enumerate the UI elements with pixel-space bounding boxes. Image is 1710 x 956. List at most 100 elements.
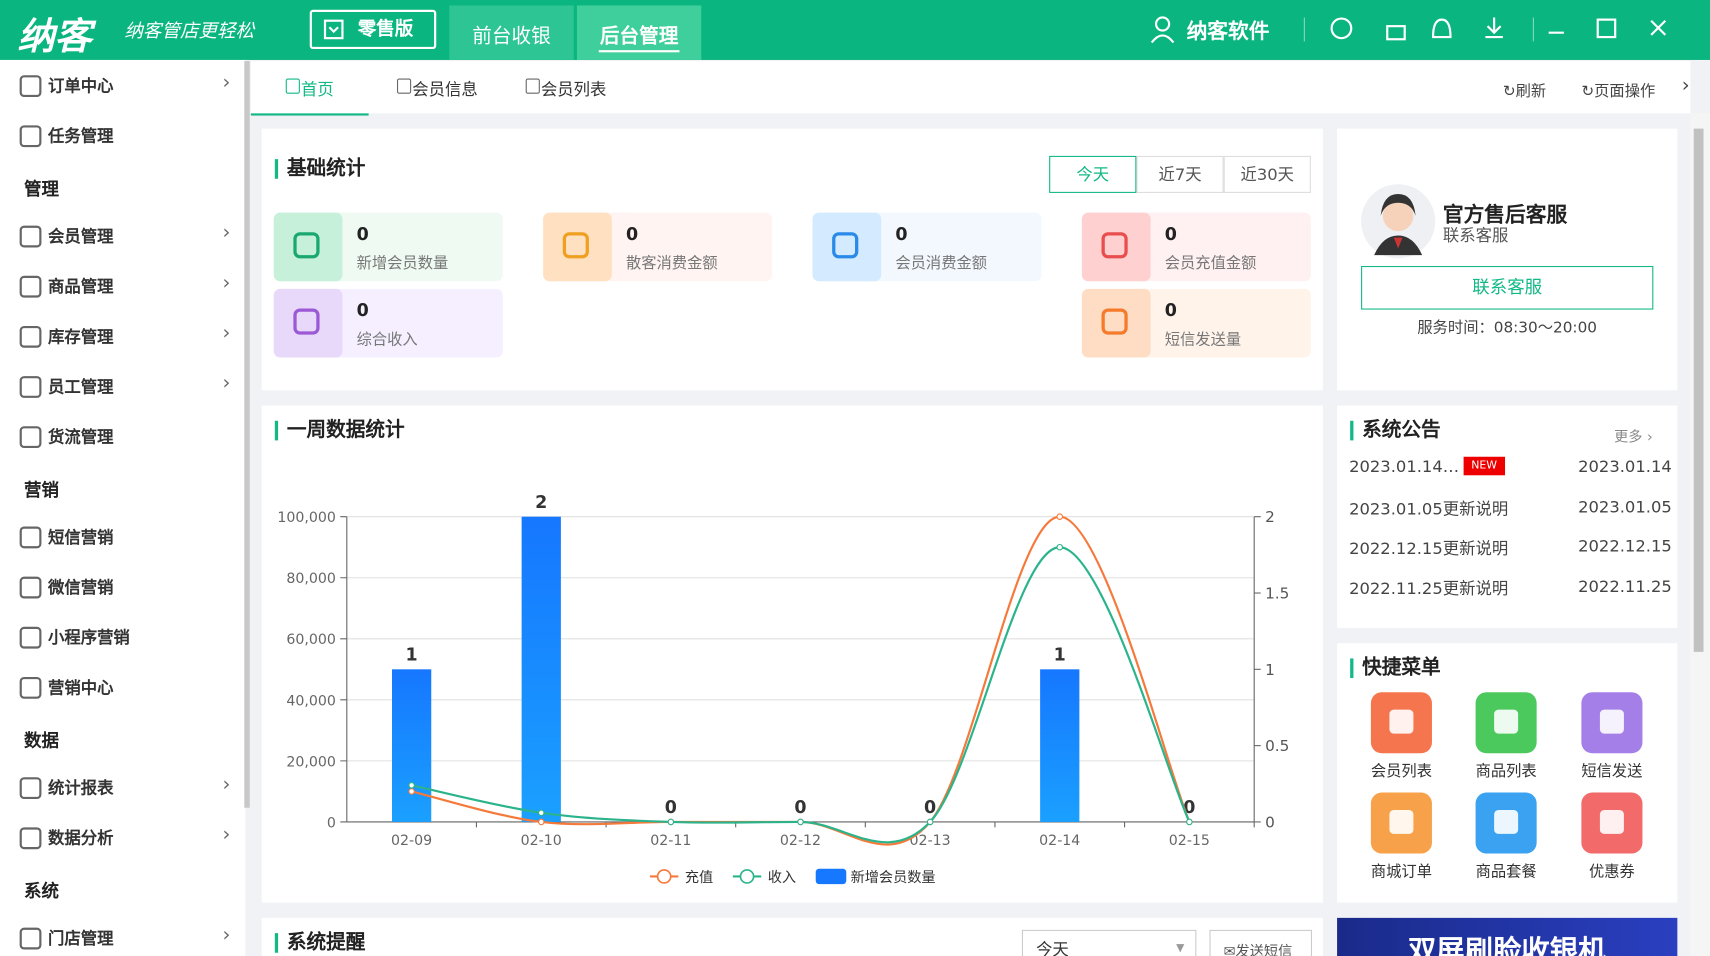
page-tab-label: 会员信息	[412, 79, 478, 100]
range-button[interactable]: 今天	[1049, 155, 1137, 193]
more-link[interactable]: 更多 ›	[1614, 429, 1653, 446]
menu-arrow: ›	[222, 772, 231, 796]
stat-card[interactable]: 0 综合收入	[273, 288, 503, 358]
menu-item[interactable]: 商品管理 ›	[0, 269, 245, 302]
quick-label[interactable]: 商城订单	[1370, 863, 1432, 881]
tab-icon	[525, 78, 540, 94]
notice-title[interactable]: 2023.01.05更新说明	[1349, 498, 1509, 519]
line-point	[537, 809, 545, 817]
range-select[interactable]: 今天 ▾	[1021, 929, 1197, 956]
tab-underline	[598, 50, 680, 53]
y2-tick-label: 0.5	[1265, 737, 1289, 755]
y-tick-label: 0	[327, 815, 336, 831]
legend-label: 收入	[768, 870, 796, 886]
menu-item[interactable]: 任务管理	[0, 119, 245, 152]
menu-item[interactable]: 短信营销	[0, 520, 245, 553]
header-tab[interactable]: 后台管理	[576, 5, 702, 60]
menu-item[interactable]: 门店管理 ›	[0, 921, 245, 954]
sidebar: 订单中心 › 任务管理 管理 会员管理 › 商品管理 › 库存管理 › 员工管理 › 货流管理 营销 短信营…	[0, 59, 246, 956]
quick-icon[interactable]	[1581, 692, 1643, 754]
stat-label: 新增会员数量	[356, 255, 449, 273]
panel-title: 系统提醒	[274, 933, 365, 953]
menu-icon	[19, 827, 42, 850]
stat-card[interactable]: 0 新增会员数量	[273, 212, 503, 282]
scroll-thumb[interactable]	[1693, 128, 1704, 652]
menu-label: 会员管理	[47, 226, 114, 247]
header: 纳客 纳客管店更轻松 零售版 前台收银 后台管理 纳客软件	[0, 0, 1710, 60]
line-point	[1056, 513, 1064, 520]
quick-label[interactable]: 商品列表	[1475, 763, 1537, 781]
menu-heading: 系统	[0, 871, 245, 904]
stats-panel: 基础统计 今天 近7天 近30天 0 新增会员数量 0 散客消费金额 0 会员消费金额 0 会员充值…	[261, 128, 1323, 391]
notice-title[interactable]: 2022.12.15更新说明	[1349, 538, 1509, 559]
stat-card[interactable]: 0 会员消费金额	[812, 212, 1042, 282]
user-name[interactable]: 纳客软件	[1186, 19, 1270, 44]
menu-item[interactable]: 货流管理	[0, 420, 245, 453]
service-panel: 官方售后客服 联系客服 联系客服 服务时间：08:30～20:00	[1337, 128, 1678, 391]
chart: 0 20,000 40,000 60,000 80,000 100,000 0 0.5 1 1.5…	[277, 493, 1289, 886]
chart-title: 一周数据统计	[274, 420, 405, 441]
x-tick-label: 02-14	[1039, 833, 1080, 849]
notice-title[interactable]: 2023.01.14…	[1349, 456, 1460, 477]
menu-heading-label: 管理	[23, 178, 59, 200]
edition: 零售版	[357, 18, 414, 41]
tab-action[interactable]: ↻刷新	[1502, 82, 1547, 101]
quick-icon[interactable]	[1370, 692, 1432, 754]
quick-panel: 快捷菜单 会员列表 商品列表 短信发送 商城订单 商品套餐 优惠券	[1337, 643, 1678, 903]
stat-icon-glyph	[293, 308, 320, 335]
notice-badge: NEW	[1463, 456, 1505, 476]
send-button[interactable]: ✉发送短信	[1209, 929, 1312, 956]
page-tab-label: 首页	[301, 79, 334, 100]
menu-item[interactable]: 会员管理 ›	[0, 219, 245, 252]
stat-value: 0	[1164, 223, 1177, 245]
contact-button[interactable]: 联系客服	[1361, 265, 1654, 310]
menu-heading: 管理	[0, 169, 245, 202]
quick-label[interactable]: 优惠券	[1589, 863, 1635, 881]
menu-icon	[19, 777, 42, 800]
stat-label: 综合收入	[356, 331, 418, 349]
menu-arrow: ›	[222, 321, 231, 345]
page-tab[interactable]: 首页	[250, 61, 369, 116]
quick-label[interactable]: 短信发送	[1581, 763, 1643, 781]
range-button[interactable]: 近7天	[1136, 155, 1224, 193]
menu-item[interactable]: 库存管理 ›	[0, 319, 245, 352]
banner[interactable]: 双屏刷脸收银机	[1337, 917, 1678, 956]
header-tab[interactable]: 前台收银	[449, 5, 574, 60]
stat-icon-glyph	[832, 232, 859, 259]
menu-label: 数据分析	[47, 828, 114, 849]
reminder-panel: 系统提醒 今天 ▾ ✉发送短信	[261, 917, 1323, 956]
quick-icon[interactable]	[1370, 792, 1432, 854]
quick-icon[interactable]	[1475, 792, 1537, 854]
quick-label[interactable]: 会员列表	[1370, 763, 1432, 781]
menu-item[interactable]: 小程序营销	[0, 620, 245, 653]
bar-label: 1	[1054, 646, 1066, 666]
panel-title: 系统公告	[1350, 420, 1441, 441]
stat-card[interactable]: 0 会员充值金额	[1081, 212, 1311, 282]
menu-label: 微信营销	[47, 577, 114, 598]
menu-label: 库存管理	[47, 327, 114, 347]
quick-icon[interactable]	[1581, 792, 1643, 854]
quick-icon[interactable]	[1475, 692, 1537, 754]
menu-label: 货流管理	[47, 427, 114, 447]
y2-tick-label: 1.5	[1265, 584, 1289, 602]
notice-date: 2023.01.05	[1578, 496, 1672, 517]
page-tab[interactable]: 会员信息	[380, 61, 498, 113]
menu-item[interactable]: 订单中心 ›	[0, 69, 245, 102]
menu-item[interactable]: 数据分析 ›	[0, 821, 245, 854]
tab-action[interactable]: ↻页面操作	[1581, 82, 1656, 101]
notice-title[interactable]: 2022.11.25更新说明	[1349, 578, 1509, 599]
menu-item[interactable]: 营销中心	[0, 670, 245, 703]
edition-button[interactable]: 零售版	[309, 9, 437, 50]
stat-icon-glyph	[1101, 232, 1128, 259]
bar	[521, 516, 561, 822]
page-tab[interactable]: 会员列表	[508, 61, 626, 113]
menu-label: 订单中心	[47, 76, 114, 96]
stat-card[interactable]: 0 短信发送量	[1081, 288, 1311, 358]
quick-label[interactable]: 商品套餐	[1475, 863, 1537, 881]
range-button[interactable]: 近30天	[1223, 155, 1311, 193]
menu-item[interactable]: 统计报表 ›	[0, 771, 245, 804]
stat-card[interactable]: 0 散客消费金额	[543, 212, 773, 282]
menu-item[interactable]: 微信营销	[0, 570, 245, 603]
menu-item[interactable]: 员工管理 ›	[0, 370, 245, 403]
